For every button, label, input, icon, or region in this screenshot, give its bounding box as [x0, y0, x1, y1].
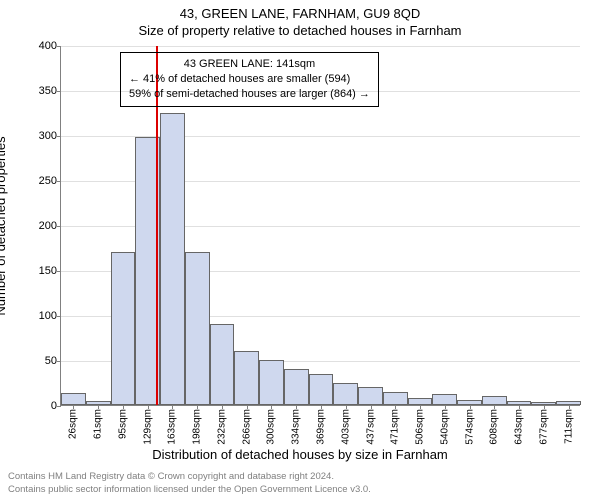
histogram-bar [185, 252, 210, 405]
xtick-label: 26sqm [68, 405, 79, 439]
ytick-label: 300 [39, 130, 61, 142]
xtick-label: 540sqm [439, 405, 450, 445]
xtick-label: 95sqm [117, 405, 128, 439]
xtick-label: 471sqm [390, 405, 401, 445]
histogram-bar [111, 252, 136, 405]
page-title: 43, GREEN LANE, FARNHAM, GU9 8QD [0, 0, 600, 21]
ytick-label: 150 [39, 265, 61, 277]
xtick-label: 198sqm [192, 405, 203, 445]
histogram-bar [432, 394, 457, 405]
ytick-label: 100 [39, 310, 61, 322]
ytick-label: 0 [51, 400, 61, 412]
gridline [61, 46, 580, 47]
footer-line-1: Contains HM Land Registry data © Crown c… [8, 471, 371, 483]
annotation-line-1: 43 GREEN LANE: 141sqm [129, 57, 370, 72]
xtick-label: 506sqm [415, 405, 426, 445]
xtick-label: 608sqm [489, 405, 500, 445]
chart-container: 43, GREEN LANE, FARNHAM, GU9 8QD Size of… [0, 0, 600, 500]
xtick-label: 574sqm [464, 405, 475, 445]
histogram-bar [284, 369, 309, 405]
xtick-label: 369sqm [316, 405, 327, 445]
chart-subtitle: Size of property relative to detached ho… [0, 21, 600, 38]
attribution-footer: Contains HM Land Registry data © Crown c… [8, 471, 371, 496]
xtick-label: 677sqm [538, 405, 549, 445]
chart-area: 05010015020025030035040026sqm61sqm95sqm1… [60, 46, 580, 406]
xtick-label: 643sqm [514, 405, 525, 445]
footer-line-2: Contains public sector information licen… [8, 484, 371, 496]
xtick-label: 334sqm [291, 405, 302, 445]
ytick-label: 350 [39, 85, 61, 97]
xtick-label: 403sqm [340, 405, 351, 445]
histogram-bar [210, 324, 235, 405]
y-axis-label: Number of detached properties [0, 136, 8, 315]
xtick-label: 711sqm [563, 405, 574, 444]
xtick-label: 300sqm [266, 405, 277, 445]
histogram-bar [482, 396, 507, 405]
ytick-label: 250 [39, 175, 61, 187]
histogram-bar [234, 351, 259, 405]
annotation-line-3: 59% of semi-detached houses are larger (… [129, 87, 370, 102]
ytick-label: 400 [39, 40, 61, 52]
histogram-bar [259, 360, 284, 405]
ytick-label: 200 [39, 220, 61, 232]
histogram-bar [383, 392, 408, 406]
histogram-bar [333, 383, 358, 406]
xtick-label: 61sqm [93, 405, 104, 439]
xtick-label: 437sqm [365, 405, 376, 445]
xtick-label: 163sqm [167, 405, 178, 445]
histogram-bar [358, 387, 383, 405]
xtick-label: 129sqm [142, 405, 153, 445]
annotation-box: 43 GREEN LANE: 141sqm ← 41% of detached … [120, 52, 379, 107]
histogram-bar [61, 393, 86, 405]
ytick-label: 50 [45, 355, 61, 367]
xtick-label: 232sqm [216, 405, 227, 445]
x-axis-label: Distribution of detached houses by size … [0, 447, 600, 462]
histogram-bar [408, 398, 433, 405]
annotation-line-2: ← 41% of detached houses are smaller (59… [129, 72, 370, 87]
xtick-label: 266sqm [241, 405, 252, 445]
histogram-bar [309, 374, 334, 406]
histogram-bar [160, 113, 185, 406]
